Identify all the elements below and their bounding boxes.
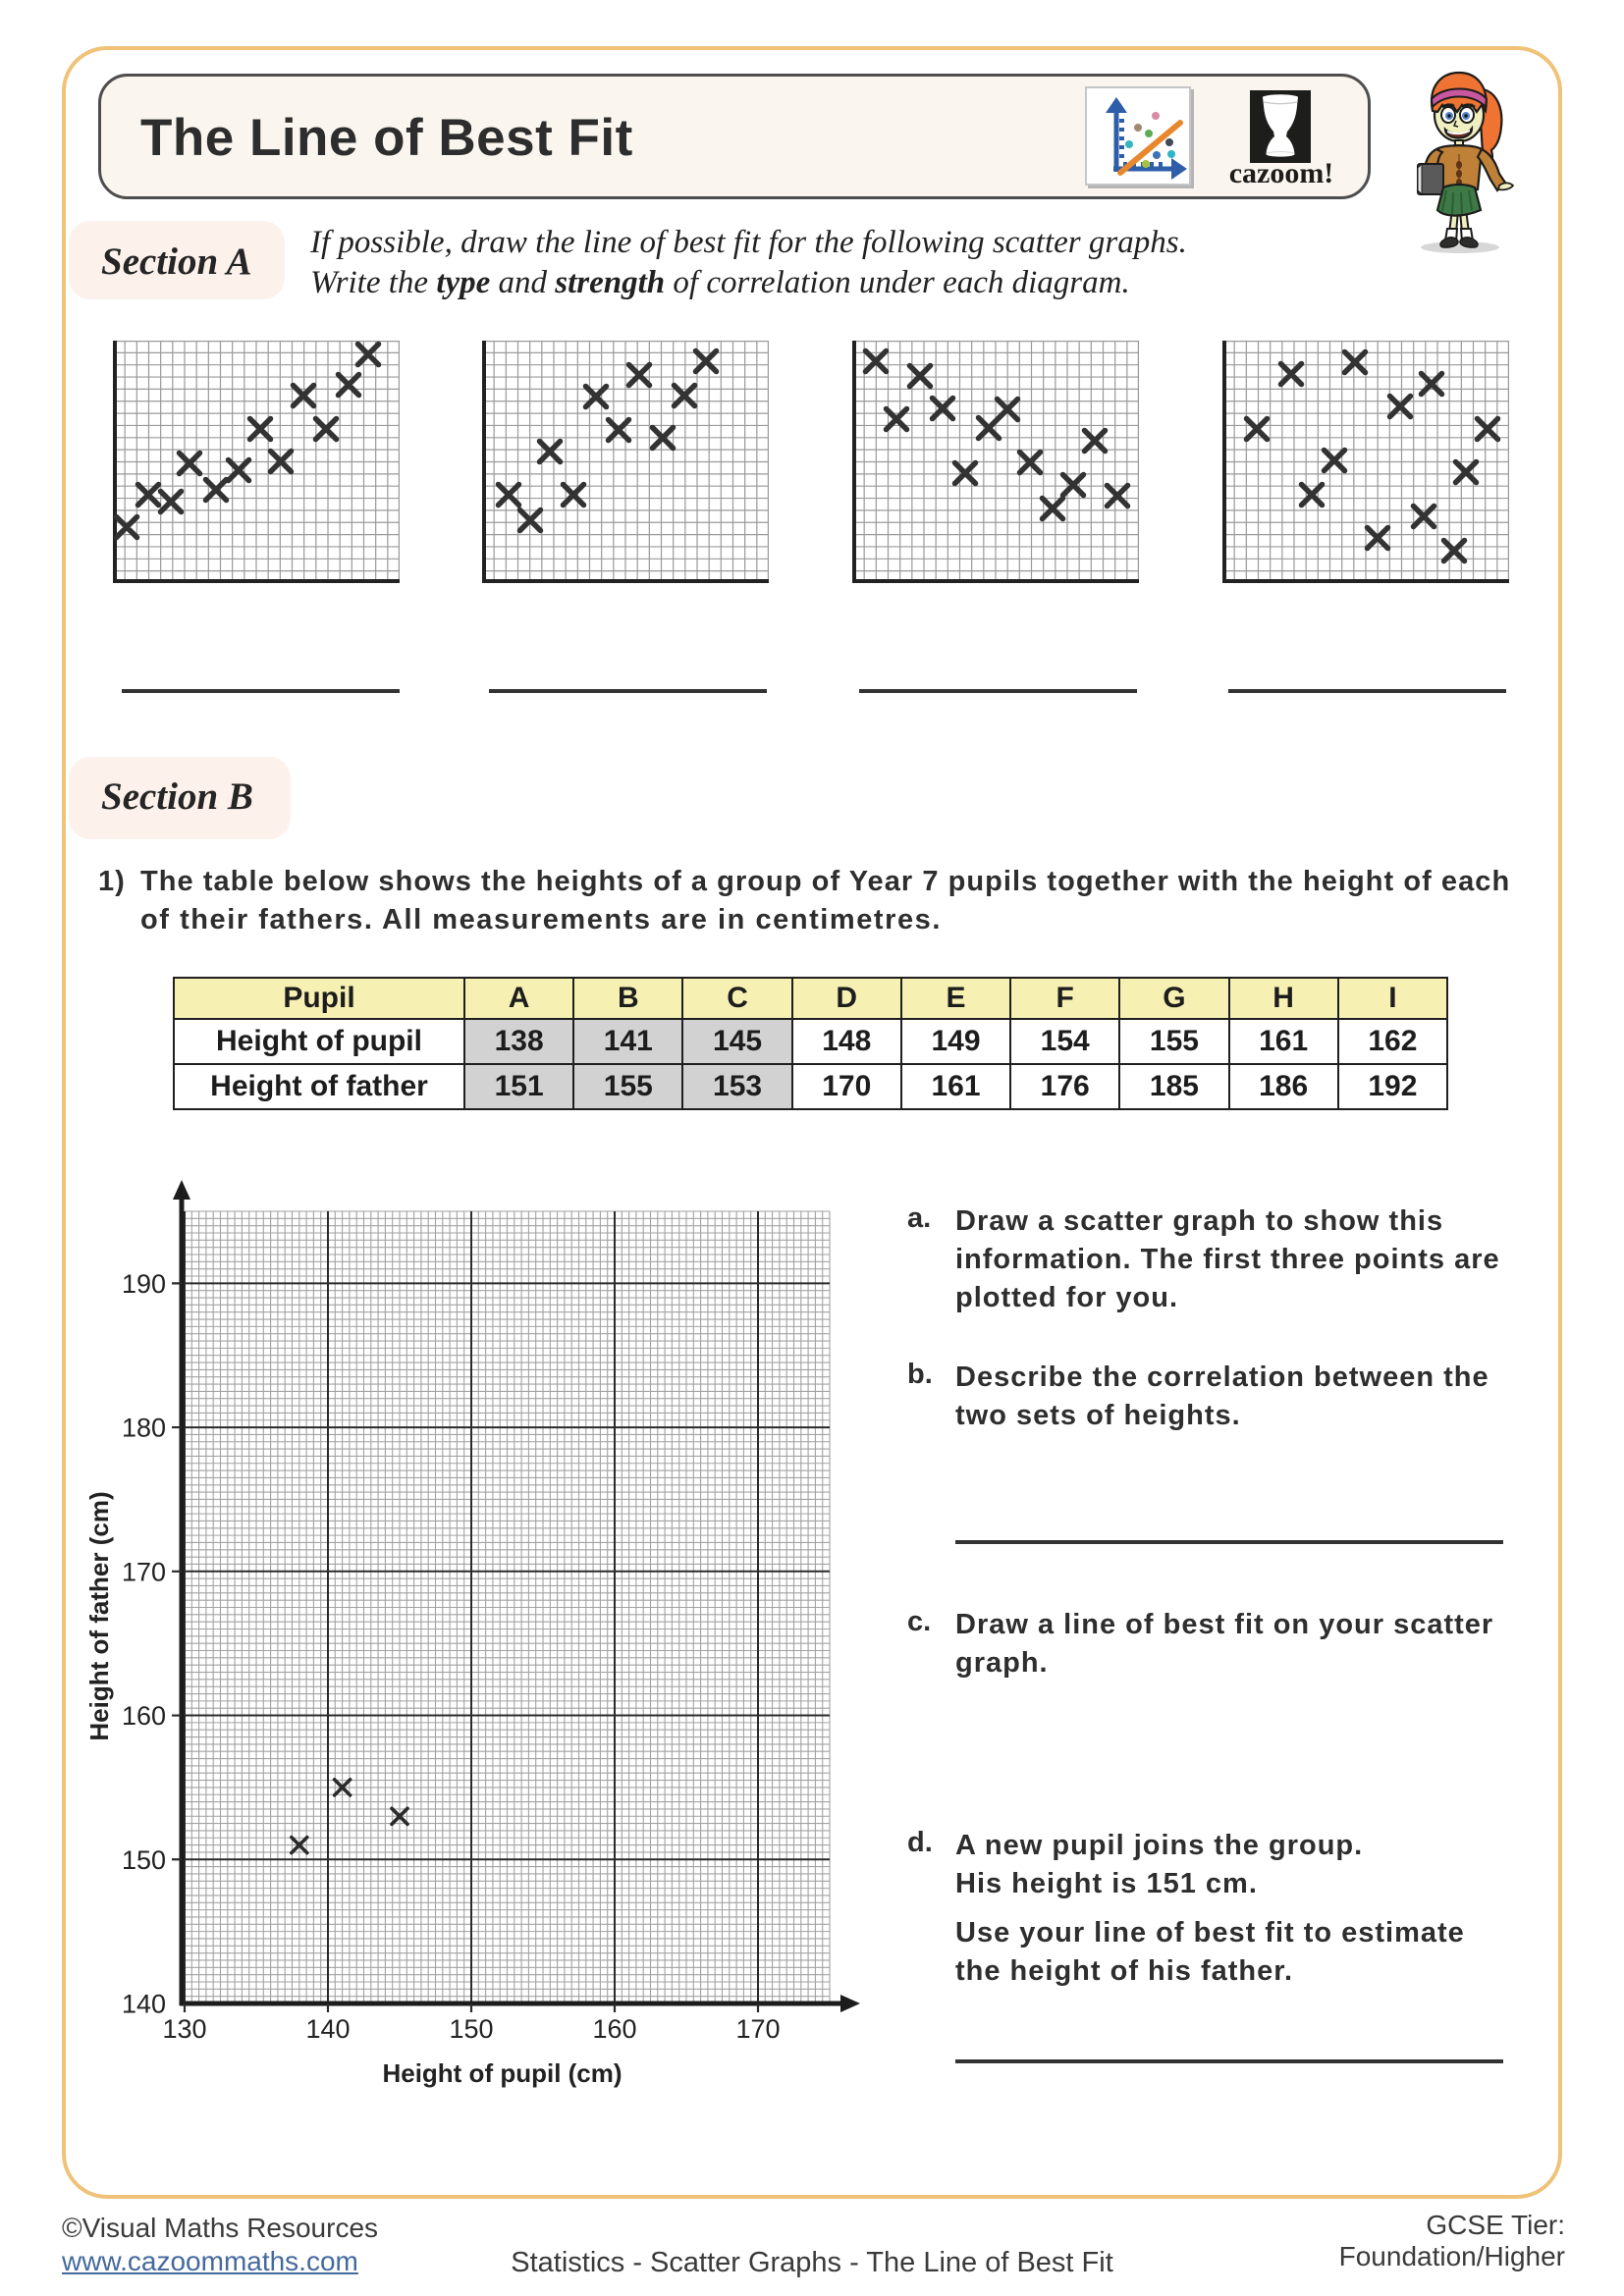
svg-text:150: 150 (449, 2014, 493, 2044)
svg-text:160: 160 (122, 1701, 166, 1731)
svg-text:150: 150 (122, 1845, 166, 1875)
svg-text:170: 170 (122, 1557, 166, 1586)
svg-text:160: 160 (592, 2014, 636, 2044)
svg-text:170: 170 (735, 2014, 780, 2044)
svg-text:Height of pupil (cm): Height of pupil (cm) (382, 2058, 622, 2088)
svg-text:130: 130 (162, 2014, 206, 2044)
svg-text:140: 140 (122, 1990, 166, 2019)
svg-text:190: 190 (122, 1269, 166, 1299)
svg-text:180: 180 (122, 1414, 166, 1443)
svg-text:140: 140 (305, 2014, 350, 2044)
svg-text:Height of father (cm): Height of father (cm) (84, 1491, 114, 1740)
